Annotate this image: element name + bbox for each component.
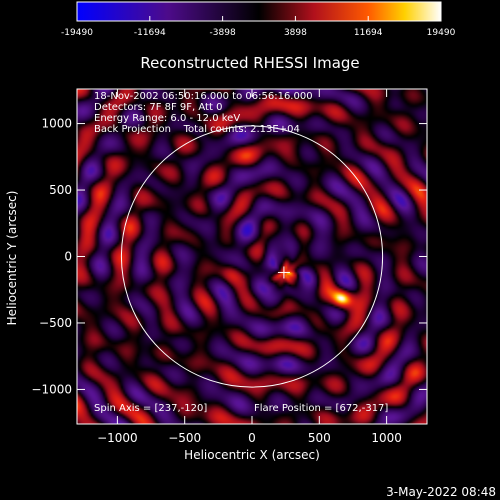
x-tick-label: 0 <box>248 431 256 445</box>
x-axis-ticks: −1000 −500 0 500 1000 <box>97 89 402 445</box>
colorbar-tick-label: -3898 <box>210 28 236 38</box>
info-line-detectors: Detectors: 7F 8F 9F, Att 0 <box>94 102 222 113</box>
y-tick-label: 0 <box>64 250 72 264</box>
colorbar-tick-label: -19490 <box>61 28 93 38</box>
heatmap-image <box>77 89 427 424</box>
colorbar-gradient <box>76 1 442 22</box>
x-tick-label: 1000 <box>371 431 402 445</box>
flare-position-label: Flare Position = [672,-317] <box>254 403 388 414</box>
colorbar-tick-label: 3898 <box>284 28 307 38</box>
info-line-method: Back Projection Total counts: 2.13E+04 <box>94 124 300 135</box>
x-tick-label: 500 <box>308 431 331 445</box>
y-tick-label: −1000 <box>31 382 72 396</box>
x-axis-label: Heliocentric X (arcsec) <box>184 448 320 462</box>
spin-axis-marker <box>277 266 290 279</box>
y-axis-ticks: 1000 500 0 −500 −1000 <box>31 117 427 396</box>
info-block: 18-Nov-2002 06:50:16.000 to 06:56:16.000… <box>94 91 313 135</box>
x-tick-label: −500 <box>168 431 201 445</box>
plot-title: Reconstructed RHESSI Image <box>140 54 359 72</box>
colorbar-tick-label: -11694 <box>134 28 166 38</box>
solar-limb-circle <box>120 125 384 388</box>
colorbar-tick-label: 19490 <box>427 28 456 38</box>
colorbar-tick-label: 11694 <box>354 28 383 38</box>
colorbar: -19490 -11694 -3898 3898 11694 19490 <box>61 1 456 38</box>
y-tick-label: 500 <box>49 183 72 197</box>
info-line-energy: Energy Range: 6.0 - 12.0 keV <box>94 113 240 124</box>
y-tick-label: 1000 <box>41 117 72 131</box>
x-tick-label: −1000 <box>97 431 138 445</box>
spin-axis-label: Spin Axis = [237,-120] <box>94 403 207 414</box>
footer-timestamp: 3-May-2022 08:48 <box>386 485 496 499</box>
y-tick-label: −500 <box>39 316 72 330</box>
y-axis-label: Heliocentric Y (arcsec) <box>5 191 19 326</box>
heatmap-raster <box>77 89 427 424</box>
info-line-time: 18-Nov-2002 06:50:16.000 to 06:56:16.000 <box>94 91 313 102</box>
colorbar-ticks: -19490 -11694 -3898 3898 11694 19490 <box>61 16 456 38</box>
